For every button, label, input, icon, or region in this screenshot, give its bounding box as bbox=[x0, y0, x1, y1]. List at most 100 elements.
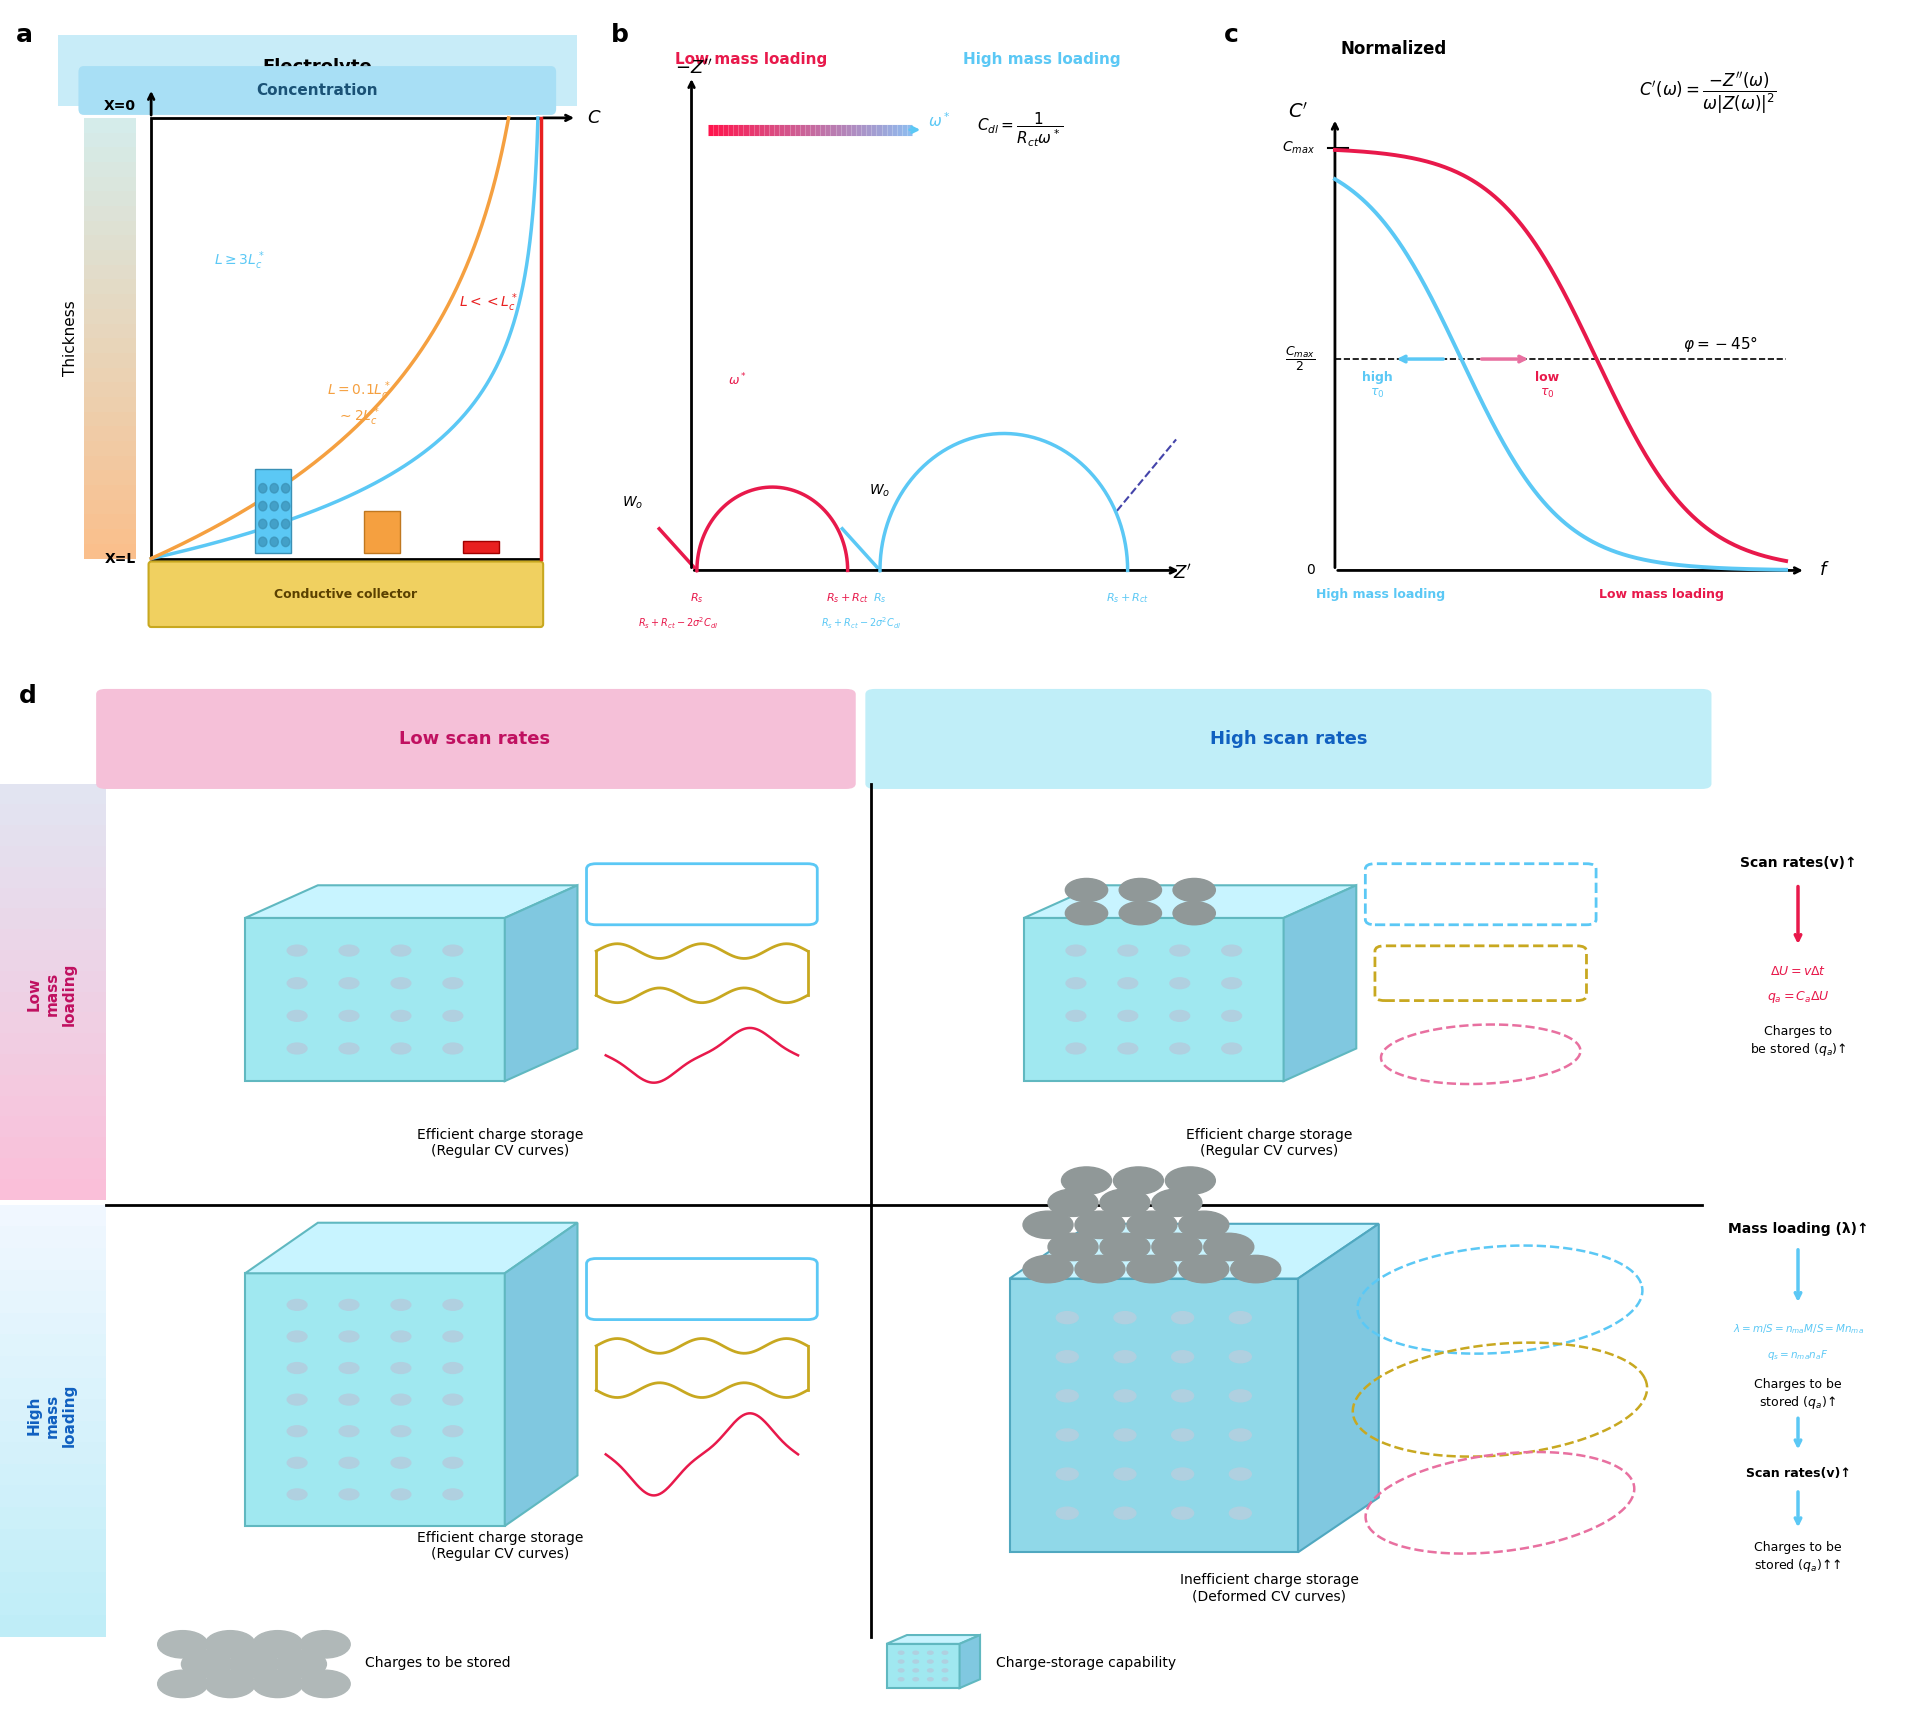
Text: Low mass loading: Low mass loading bbox=[1600, 589, 1725, 601]
Text: Efficient charge storage
(Regular CV curves): Efficient charge storage (Regular CV cur… bbox=[1186, 1129, 1352, 1158]
Circle shape bbox=[1113, 1351, 1136, 1364]
Bar bbox=[0, 908, 106, 929]
Bar bbox=[152, 117, 540, 559]
Bar bbox=[0, 1400, 106, 1420]
Bar bbox=[0, 1357, 106, 1377]
Circle shape bbox=[390, 1010, 412, 1022]
Circle shape bbox=[1169, 946, 1190, 956]
Bar bbox=[85, 192, 137, 205]
Circle shape bbox=[287, 1490, 308, 1500]
Bar bbox=[0, 1117, 106, 1137]
Circle shape bbox=[287, 1457, 308, 1469]
Bar bbox=[85, 235, 137, 250]
Circle shape bbox=[269, 537, 279, 547]
Bar bbox=[85, 176, 137, 192]
FancyBboxPatch shape bbox=[79, 66, 556, 116]
Circle shape bbox=[1065, 901, 1108, 925]
Circle shape bbox=[258, 537, 267, 547]
Bar bbox=[246, 918, 506, 1080]
Text: Charges to
be stored $(q_a)$↑: Charges to be stored $(q_a)$↑ bbox=[1750, 1025, 1846, 1058]
Circle shape bbox=[287, 979, 308, 989]
Circle shape bbox=[390, 1457, 412, 1469]
Circle shape bbox=[1113, 1312, 1136, 1324]
Circle shape bbox=[1113, 1167, 1163, 1194]
Circle shape bbox=[1065, 879, 1108, 901]
Circle shape bbox=[287, 1426, 308, 1436]
Text: $W_o$: $W_o$ bbox=[869, 483, 890, 499]
Bar bbox=[85, 381, 137, 397]
Text: Charges to be
stored $(q_a)$↑: Charges to be stored $(q_a)$↑ bbox=[1754, 1377, 1842, 1410]
Bar bbox=[85, 205, 137, 221]
Text: Scan rates(v)↑: Scan rates(v)↑ bbox=[1746, 1467, 1850, 1479]
Circle shape bbox=[338, 1300, 360, 1310]
Circle shape bbox=[390, 1395, 412, 1405]
Circle shape bbox=[442, 1010, 463, 1022]
Circle shape bbox=[1023, 1255, 1073, 1282]
Text: Low
mass
loading: Low mass loading bbox=[27, 963, 77, 1025]
Bar bbox=[0, 846, 106, 866]
Bar bbox=[0, 970, 106, 992]
Circle shape bbox=[1065, 979, 1086, 989]
Bar bbox=[0, 1179, 106, 1200]
Bar bbox=[0, 1572, 106, 1593]
Bar bbox=[85, 162, 137, 176]
Text: Charges to be
stored $(q_a)$↑↑: Charges to be stored $(q_a)$↑↑ bbox=[1754, 1541, 1842, 1574]
Polygon shape bbox=[246, 885, 577, 918]
Circle shape bbox=[1231, 1255, 1281, 1282]
Circle shape bbox=[442, 946, 463, 956]
Circle shape bbox=[1152, 1234, 1202, 1260]
Bar bbox=[85, 147, 137, 162]
Circle shape bbox=[269, 501, 279, 511]
Text: Electrolyte: Electrolyte bbox=[262, 59, 373, 76]
Text: Normalized: Normalized bbox=[1340, 40, 1446, 59]
Polygon shape bbox=[506, 1222, 577, 1526]
Circle shape bbox=[1173, 901, 1215, 925]
Circle shape bbox=[442, 1426, 463, 1436]
Text: Charges to be stored: Charges to be stored bbox=[365, 1655, 512, 1669]
Bar bbox=[85, 530, 137, 544]
Text: d: d bbox=[19, 683, 37, 708]
Circle shape bbox=[442, 1457, 463, 1469]
Polygon shape bbox=[1298, 1224, 1379, 1552]
Text: $R_s$: $R_s$ bbox=[873, 592, 887, 606]
Circle shape bbox=[1065, 946, 1086, 956]
Circle shape bbox=[287, 1331, 308, 1341]
Circle shape bbox=[1171, 1507, 1194, 1519]
Text: $L=0.1L_c^*$
$\sim2L_c^*$: $L=0.1L_c^*$ $\sim2L_c^*$ bbox=[327, 380, 390, 428]
Circle shape bbox=[390, 1426, 412, 1436]
Circle shape bbox=[898, 1678, 904, 1681]
Circle shape bbox=[1221, 979, 1242, 989]
Bar bbox=[0, 1291, 106, 1313]
Text: Charge-storage capability: Charge-storage capability bbox=[996, 1655, 1177, 1669]
Circle shape bbox=[287, 1010, 308, 1022]
Circle shape bbox=[181, 1650, 231, 1678]
Circle shape bbox=[1056, 1351, 1079, 1364]
FancyBboxPatch shape bbox=[148, 561, 542, 627]
Circle shape bbox=[442, 1331, 463, 1341]
Circle shape bbox=[258, 520, 267, 528]
Bar bbox=[85, 397, 137, 413]
FancyBboxPatch shape bbox=[96, 689, 856, 789]
Circle shape bbox=[269, 520, 279, 528]
Bar bbox=[85, 485, 137, 501]
Circle shape bbox=[927, 1660, 933, 1664]
Text: $C'$: $C'$ bbox=[1288, 102, 1310, 123]
Circle shape bbox=[252, 1631, 302, 1659]
Bar bbox=[0, 1227, 106, 1248]
Circle shape bbox=[338, 1490, 360, 1500]
Circle shape bbox=[442, 1300, 463, 1310]
Bar bbox=[85, 323, 137, 338]
Bar bbox=[0, 1593, 106, 1616]
Circle shape bbox=[1221, 946, 1242, 956]
Circle shape bbox=[338, 1043, 360, 1055]
Circle shape bbox=[1229, 1507, 1252, 1519]
Circle shape bbox=[1152, 1189, 1202, 1217]
Bar bbox=[246, 1274, 506, 1526]
Text: Conductive collector: Conductive collector bbox=[275, 589, 417, 601]
Text: $f$: $f$ bbox=[1819, 561, 1829, 580]
Circle shape bbox=[338, 1362, 360, 1374]
Text: Low scan rates: Low scan rates bbox=[400, 730, 550, 749]
Text: $-Z^{\prime\prime}$: $-Z^{\prime\prime}$ bbox=[675, 59, 713, 78]
Circle shape bbox=[390, 1331, 412, 1341]
Circle shape bbox=[287, 1300, 308, 1310]
